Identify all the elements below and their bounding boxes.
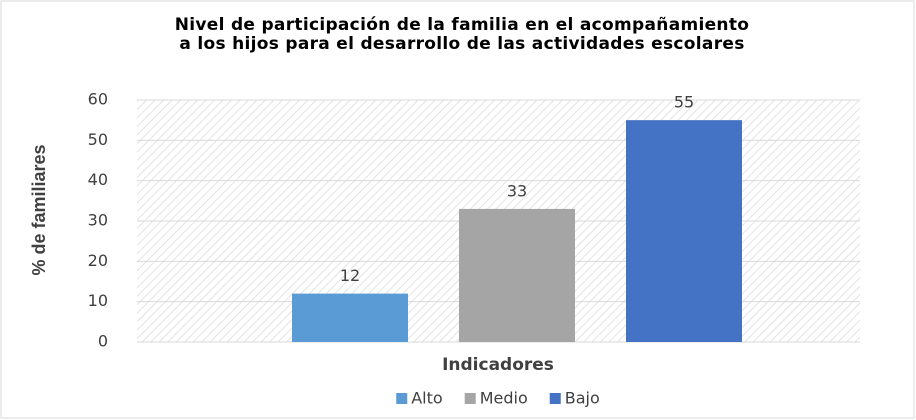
legend-swatch xyxy=(464,393,476,404)
y-tick-label: 0 xyxy=(98,332,108,351)
y-tick-label: 30 xyxy=(88,211,108,230)
bar xyxy=(292,293,408,342)
bar xyxy=(626,120,742,343)
legend-label: Bajo xyxy=(565,389,600,408)
x-axis-label: Indicadores xyxy=(442,355,554,375)
legend-swatch xyxy=(396,393,408,404)
y-tick-label: 10 xyxy=(88,291,108,310)
y-tick-label: 60 xyxy=(88,90,108,109)
bar xyxy=(459,208,575,342)
y-tick-label: 40 xyxy=(88,170,108,189)
legend-label: Alto xyxy=(411,389,442,408)
legend-swatch xyxy=(549,393,561,404)
data-label: 33 xyxy=(507,181,527,200)
y-tick-label: 50 xyxy=(88,130,108,149)
chart-title: Nivel de participación de la familia en … xyxy=(174,15,750,54)
data-label: 12 xyxy=(340,266,360,285)
data-label: 55 xyxy=(674,93,694,112)
legend-label: Medio xyxy=(480,389,528,408)
y-axis-label: % de familiares xyxy=(29,144,49,275)
y-tick-label: 20 xyxy=(88,251,108,270)
